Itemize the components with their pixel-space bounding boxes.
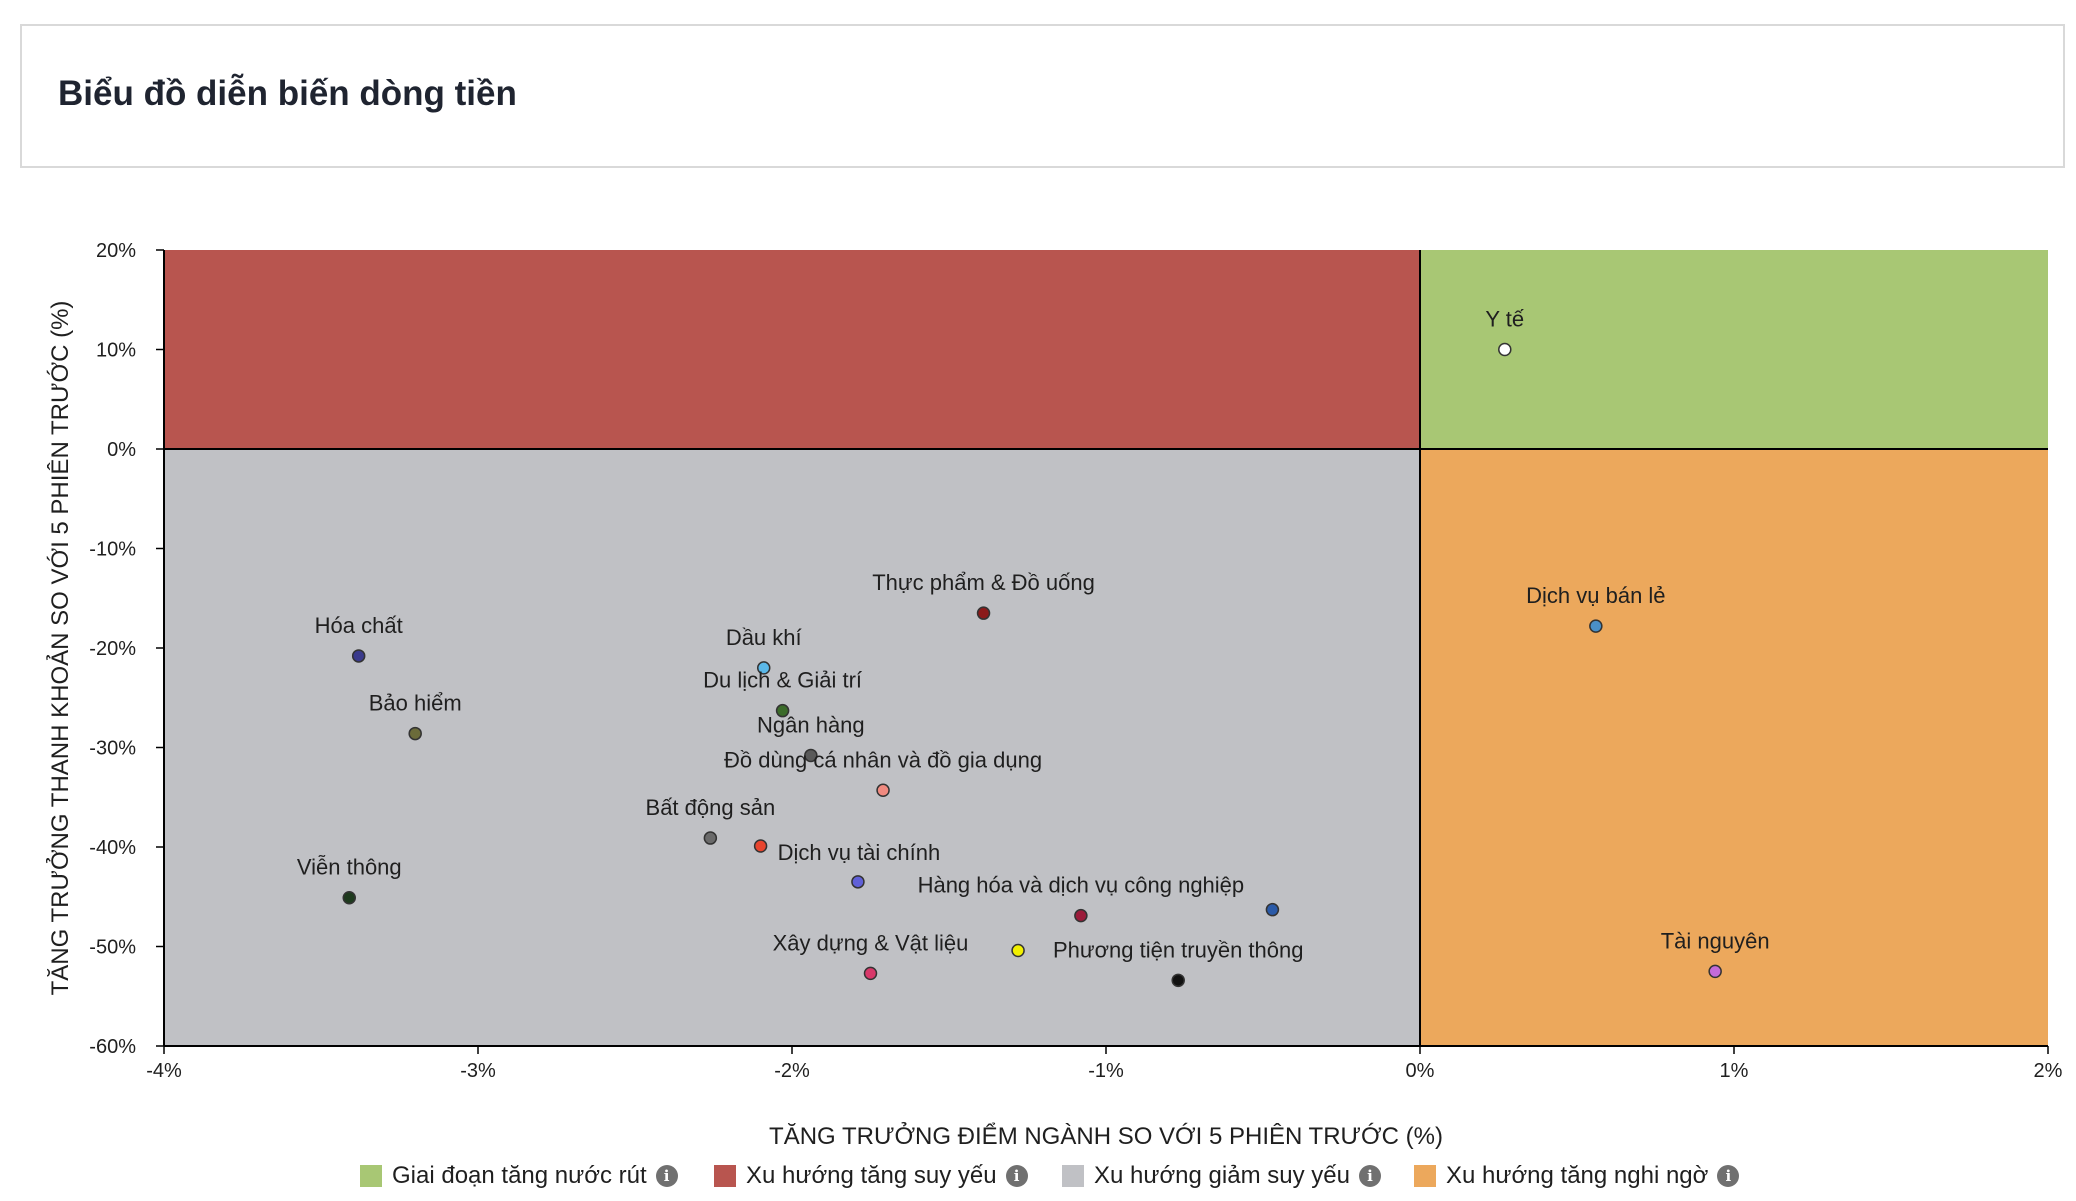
data-label: Bất động sản	[646, 795, 776, 820]
data-label: Thực phẩm & Đồ uống	[872, 570, 1095, 595]
legend-swatch	[1414, 1165, 1436, 1187]
data-point	[1171, 973, 1185, 988]
data-label: Y tế	[1485, 307, 1524, 332]
y-tick-label: 20%	[96, 240, 136, 262]
data-point	[703, 831, 718, 845]
y-tick-label: -30%	[89, 738, 136, 760]
data-point	[775, 703, 790, 718]
data-point	[1589, 619, 1603, 633]
y-tick-label: 10%	[96, 340, 136, 362]
scatter-chart: -4% -3% -2% -1% 0% 1% 2% 20% 10% 0% -10% -20% -30% -4…	[45, 240, 2063, 1150]
y-tick-label: 0%	[107, 439, 136, 461]
x-tick-label: -3%	[460, 1060, 496, 1082]
y-tick-label: -40%	[89, 837, 136, 859]
data-point	[863, 966, 878, 981]
quadrant-3	[164, 449, 1420, 1046]
data-label: Xây dựng & Vật liệu	[773, 930, 969, 955]
info-icon[interactable]: i	[655, 1165, 678, 1187]
info-icon[interactable]: i	[1717, 1165, 1740, 1187]
legend-swatch	[360, 1165, 382, 1187]
data-point	[804, 748, 818, 763]
data-label: Dịch vụ bán lẻ	[1526, 583, 1665, 608]
legend-item[interactable]: Xu hướng tăng nghi ngờ i	[1414, 1158, 1740, 1194]
x-tick-label: -2%	[774, 1060, 810, 1082]
data-label: Hàng hóa và dịch vụ công nghiệp	[918, 873, 1245, 898]
data-point	[851, 875, 865, 889]
data-point	[408, 726, 422, 741]
chart-legend: Giai đoạn tăng nước rút i Xu hướng tăng su…	[0, 1158, 1740, 1194]
page-title: Biểu đồ diễn biến dòng tiền	[58, 74, 517, 113]
data-label: Ngân hàng	[757, 712, 865, 737]
data-label: Hóa chất	[315, 613, 403, 638]
legend-label: Xu hướng giảm suy yếu	[1094, 1162, 1350, 1189]
data-label: Dịch vụ tài chính	[778, 840, 941, 865]
x-tick-label: 1%	[1720, 1060, 1749, 1082]
quadrant-4	[1420, 449, 2048, 1046]
legend-item[interactable]: Xu hướng tăng suy yếu i	[714, 1158, 1028, 1194]
y-tick-label: -60%	[89, 1036, 136, 1058]
data-point	[753, 839, 768, 853]
x-tick-label: 0%	[1406, 1060, 1435, 1082]
data-point	[351, 649, 366, 663]
x-axis-title: TĂNG TRƯỞNG ĐIỂM NGÀNH SO VỚI 5 PHIÊN TR…	[769, 1121, 1443, 1150]
quadrant-2	[164, 250, 1420, 449]
data-point	[1498, 342, 1512, 357]
legend-item[interactable]: Xu hướng giảm suy yếu i	[1062, 1158, 1381, 1194]
data-label: Tài nguyên	[1661, 928, 1770, 953]
y-tick-label: -50%	[89, 937, 136, 959]
x-tick-label: 2%	[2034, 1060, 2063, 1082]
legend-label: Giai đoạn tăng nước rút	[392, 1162, 647, 1189]
data-label: Phương tiện truyền thông	[1053, 937, 1304, 962]
y-axis-title: TĂNG TRƯỞNG THANH KHOẢN SO VỚI 5 PHIÊN T…	[45, 301, 74, 996]
data-point	[1074, 908, 1088, 923]
data-label: Bảo hiểm	[369, 691, 462, 716]
data-label: Du lịch & Giải trí	[703, 668, 862, 693]
data-label: Dầu khí	[726, 625, 802, 650]
data-point	[1708, 964, 1722, 979]
x-tick-label: -4%	[146, 1060, 182, 1082]
data-point	[756, 661, 771, 675]
data-label: Viễn thông	[297, 855, 402, 880]
quadrant-1	[1420, 250, 2048, 449]
legend-swatch	[1062, 1165, 1084, 1187]
data-point	[876, 783, 890, 798]
data-point	[1011, 943, 1025, 958]
info-icon[interactable]: i	[1358, 1165, 1381, 1187]
data-point	[976, 606, 991, 620]
info-icon[interactable]: i	[1005, 1165, 1028, 1187]
data-point	[1265, 902, 1280, 917]
y-tick-label: -20%	[89, 638, 136, 660]
legend-item[interactable]: Giai đoạn tăng nước rút i	[360, 1158, 678, 1194]
data-point	[342, 890, 357, 905]
chart-header-card: Biểu đồ diễn biến dòng tiền	[20, 24, 2065, 168]
legend-swatch	[714, 1165, 736, 1187]
legend-label: Xu hướng tăng suy yếu	[746, 1162, 997, 1189]
legend-label: Xu hướng tăng nghi ngờ	[1446, 1162, 1709, 1189]
data-label: Đồ dùng cá nhân và đồ gia dụng	[724, 747, 1042, 772]
x-tick-label: -1%	[1088, 1060, 1124, 1082]
y-tick-label: -10%	[89, 539, 136, 561]
